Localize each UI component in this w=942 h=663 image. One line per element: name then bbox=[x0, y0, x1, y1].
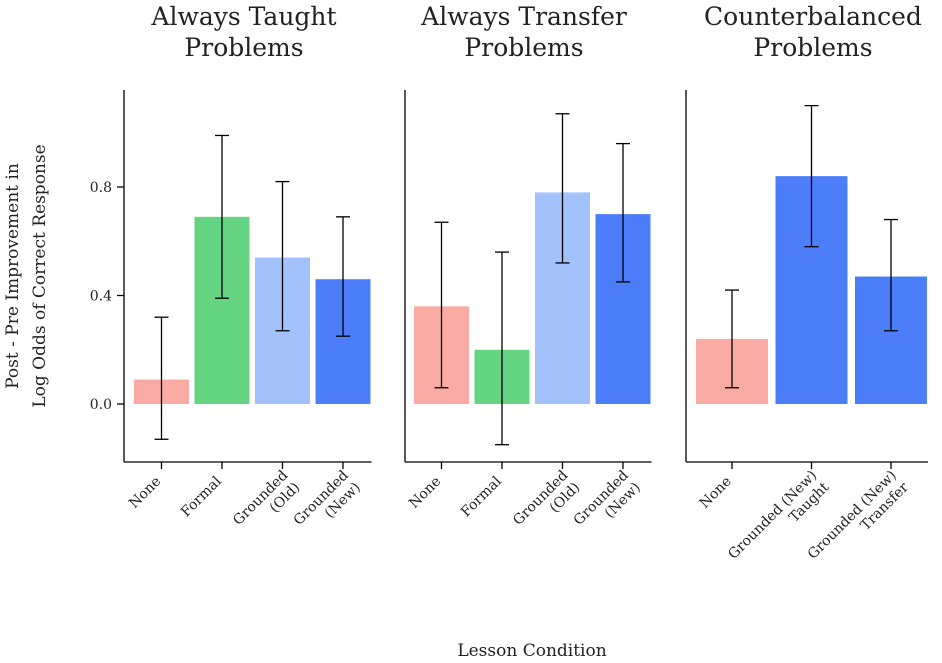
label-line: Formal bbox=[458, 473, 505, 520]
label-line: Counterbalanced bbox=[704, 2, 922, 31]
label-line: Problems bbox=[753, 33, 872, 62]
x-category-label: None bbox=[697, 474, 735, 512]
label-line: Post - Pre Improvement in bbox=[3, 163, 23, 389]
y-tick-label: 0.0 bbox=[90, 397, 112, 413]
panel-title: Always Taught Problems bbox=[150, 2, 336, 62]
label-line: Problems bbox=[464, 33, 583, 62]
label-line: None bbox=[697, 474, 735, 512]
label-line: Formal bbox=[178, 473, 225, 520]
panel-title: Always Transfer Problems bbox=[420, 2, 627, 62]
label-line: Always Transfer bbox=[420, 2, 627, 31]
label-line: Problems bbox=[184, 33, 303, 62]
x-category-label: None bbox=[126, 474, 164, 512]
y-tick-label: 0.4 bbox=[90, 289, 112, 305]
label-line: Log Odds of Correct Response bbox=[30, 144, 50, 407]
x-category-label: Grounded(New) bbox=[291, 467, 364, 540]
label-line: None bbox=[406, 474, 444, 512]
x-axis-title: Lesson Condition bbox=[457, 641, 606, 661]
panel-title: Counterbalanced Problems bbox=[704, 2, 922, 62]
x-category-label: Grounded(Old) bbox=[510, 467, 583, 540]
x-category-label: Formal bbox=[458, 473, 505, 520]
x-category-label: Grounded(Old) bbox=[230, 467, 303, 540]
label-line: Always Taught bbox=[150, 2, 336, 31]
x-category-label: Grounded(New) bbox=[571, 467, 644, 540]
x-category-label: Formal bbox=[178, 473, 225, 520]
x-category-label: None bbox=[406, 474, 444, 512]
label-line: None bbox=[126, 474, 164, 512]
y-axis-title: Post - Pre Improvement in Log Odds of Cor… bbox=[3, 144, 50, 407]
y-tick-label: 0.8 bbox=[90, 180, 112, 196]
